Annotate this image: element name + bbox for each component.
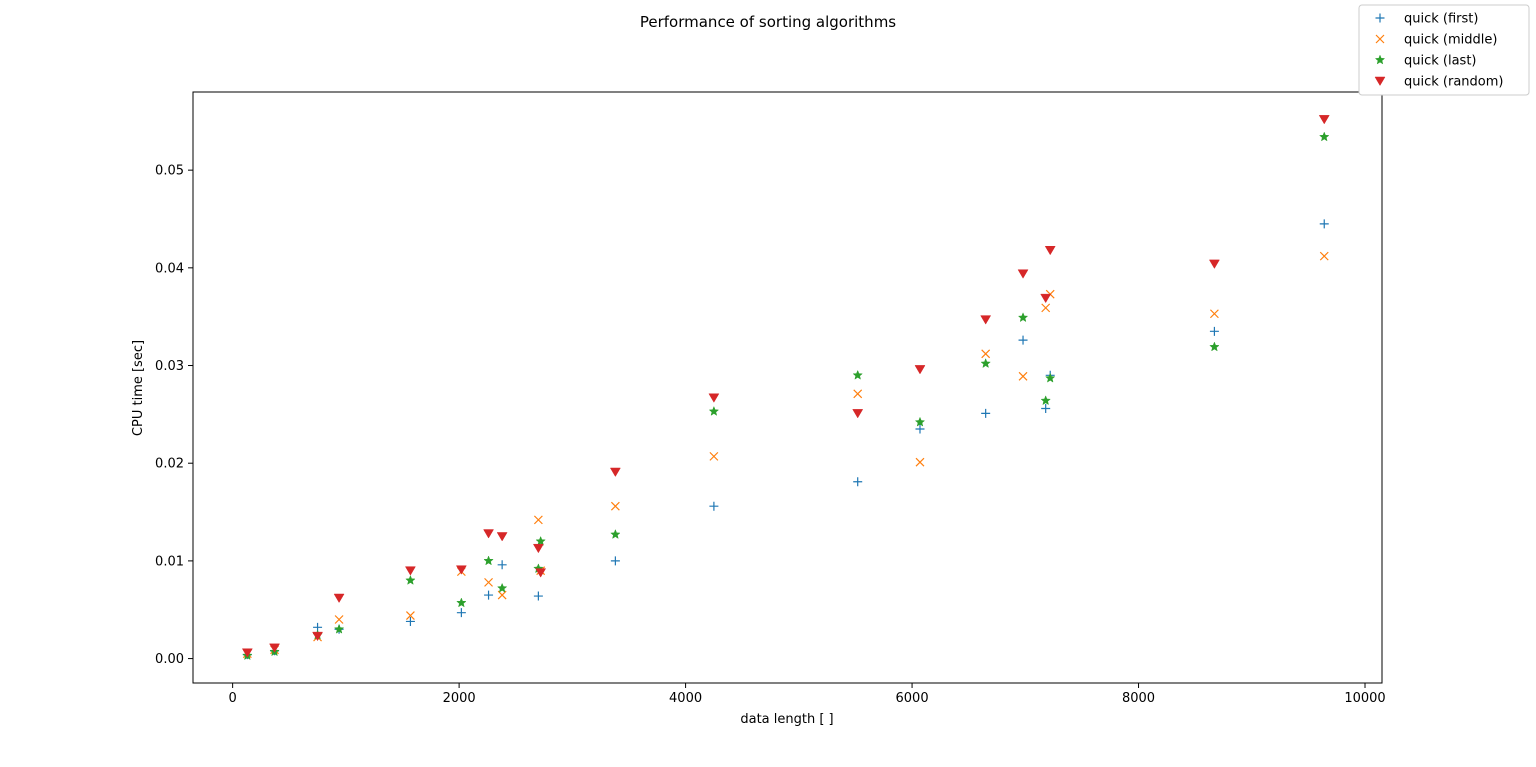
data-point [1208, 259, 1220, 269]
data-point [981, 349, 991, 359]
data-point [334, 615, 344, 624]
y-tick-label: 0.03 [155, 359, 184, 374]
data-point [496, 532, 508, 542]
x-tick-label: 0 [228, 691, 236, 706]
data-point [1318, 115, 1330, 125]
data-point [852, 409, 864, 419]
y-tick-label: 0.01 [155, 554, 184, 569]
data-point [483, 529, 494, 539]
legend: quick (first) quick (middle) quick (last) q… [1358, 4, 1530, 96]
data-point [535, 568, 547, 578]
data-point [1319, 251, 1329, 261]
data-point [852, 369, 863, 380]
data-point [708, 405, 720, 416]
data-point [1044, 246, 1056, 256]
chart-title: Performance of sorting algorithms [640, 13, 896, 31]
data-point [981, 408, 991, 418]
data-point [1018, 371, 1028, 381]
data-point [1017, 312, 1029, 323]
data-point [1319, 219, 1329, 229]
data-point [484, 590, 494, 600]
data-point [853, 389, 863, 399]
legend-label: quick (first) [1404, 12, 1478, 27]
x-axis-label: data length [ ] [740, 712, 833, 727]
plot-area [192, 91, 1383, 684]
data-point [312, 631, 323, 642]
data-point [405, 611, 415, 621]
y-tick-label: 0.04 [155, 261, 184, 276]
legend-marker [1374, 76, 1386, 86]
data-point [1209, 326, 1219, 336]
data-point [1045, 372, 1056, 383]
data-point [456, 608, 466, 618]
data-point [980, 358, 991, 368]
series-triangle-down [241, 115, 1330, 658]
x-axis: 0 2000 4000 6000 8000 10000 [228, 683, 1386, 706]
x-tick-label: 6000 [896, 691, 929, 706]
data-point [1209, 309, 1219, 319]
legend-label: quick (random) [1404, 75, 1503, 90]
data-point [610, 529, 621, 539]
x-tick-label: 2000 [443, 691, 476, 706]
data-point [915, 424, 925, 434]
x-tick-label: 10000 [1344, 691, 1385, 706]
legend-label: quick (middle) [1404, 33, 1497, 48]
y-tick-label: 0.02 [155, 457, 184, 472]
data-point [1209, 341, 1220, 352]
data-point [533, 591, 543, 601]
data-point [1040, 395, 1051, 406]
data-point [709, 451, 719, 461]
data-point [497, 560, 507, 570]
data-point [483, 555, 494, 566]
y-tick-label: 0.05 [155, 164, 184, 179]
legend-box [1358, 4, 1530, 96]
y-tick-label: 0.00 [155, 652, 184, 667]
data-point [1018, 335, 1028, 345]
data-point [980, 315, 992, 325]
legend-marker [1375, 13, 1385, 23]
data-point [853, 477, 863, 487]
data-point [1041, 303, 1051, 313]
data-point [535, 535, 546, 546]
data-point [333, 623, 345, 634]
data-point [610, 501, 620, 511]
data-point [709, 501, 719, 511]
legend-marker [1375, 34, 1385, 44]
data-point [496, 582, 508, 593]
data-point [333, 593, 345, 604]
data-point [708, 393, 720, 403]
data-point [404, 566, 416, 576]
plot-frame [192, 91, 1383, 684]
legend-label: quick (last) [1404, 54, 1477, 69]
data-point [1319, 131, 1330, 142]
data-point [405, 574, 416, 585]
data-point [241, 648, 253, 658]
data-point [914, 365, 926, 375]
legend-marker [1374, 54, 1386, 65]
data-point [609, 467, 621, 477]
data-point [484, 577, 493, 587]
data-point [497, 590, 507, 600]
data-point [1017, 269, 1029, 279]
data-point [532, 543, 544, 554]
x-tick-label: 4000 [669, 691, 702, 706]
data-point [1040, 293, 1052, 304]
data-point [269, 643, 280, 653]
y-axis: 0.00 0.01 0.02 0.03 0.04 0.05 [155, 164, 193, 667]
data-point [405, 616, 415, 626]
data-markers [241, 115, 1330, 661]
data-point [610, 556, 620, 566]
data-point [1041, 404, 1051, 414]
data-point [533, 515, 543, 525]
data-point [914, 416, 926, 427]
data-point [455, 565, 467, 575]
data-point [456, 597, 467, 608]
y-axis-label: CPU time [sec] [131, 340, 146, 436]
x-tick-label: 8000 [1122, 691, 1155, 706]
data-point [915, 457, 925, 467]
